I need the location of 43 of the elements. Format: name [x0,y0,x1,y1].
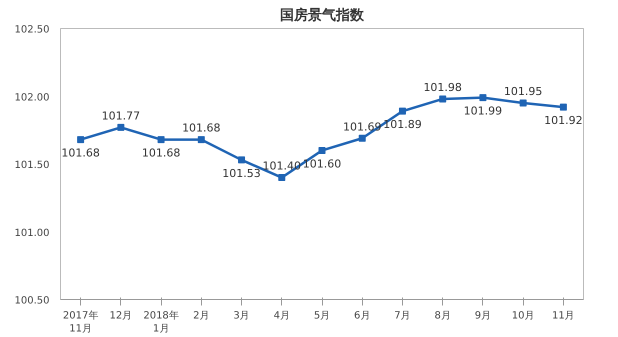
point [158,136,165,144]
y-tick-label: 102.50 [14,24,50,36]
data-label: 101.77 [102,109,140,122]
data-label: 101.68 [61,146,100,160]
data-label: 101.99 [464,104,502,118]
data-label: 101.68 [142,146,180,160]
point [318,146,326,154]
x-tick-label: 2月 [193,310,210,322]
data-label: 101.53 [222,166,261,180]
y-tick-label: 102.00 [14,92,50,104]
x-tick-label: 3月 [233,310,250,322]
x-tick-label: 5月 [314,310,330,322]
data-label: 101.68 [182,122,221,135]
point [238,156,246,164]
point [77,136,84,144]
point [560,104,567,111]
x-tick-label: 2017年 11月 [62,310,98,335]
data-label: 101.95 [504,85,542,98]
data-label: 101.92 [544,114,583,128]
x-tick-label: 2018年 1月 [143,310,179,335]
x-tick-label: 9月 [474,310,492,322]
data-label: 101.60 [302,157,342,170]
point [117,124,124,131]
chart-title: 国房景气指数 [280,6,365,24]
x-tick-label: 10月 [512,310,535,322]
x-tick-label: 12月 [109,310,132,322]
data-label: 101.98 [423,80,462,94]
point [198,136,205,144]
point [520,100,527,107]
x-tick-label: 7月 [394,310,411,322]
point [479,94,486,102]
point [278,174,286,182]
point [358,134,366,142]
y-tick-label: 100.50 [14,296,50,306]
point [398,108,406,115]
y-tick-label: 101.00 [14,228,50,239]
data-label: 101.89 [383,118,422,132]
x-tick-label: 4月 [274,310,290,322]
x-tick-label: 6月 [354,310,370,322]
x-tick-label: 11月 [552,310,575,322]
x-tick-label: 8月 [434,310,451,322]
y-tick-label: 101.50 [14,160,50,171]
point [439,95,446,102]
